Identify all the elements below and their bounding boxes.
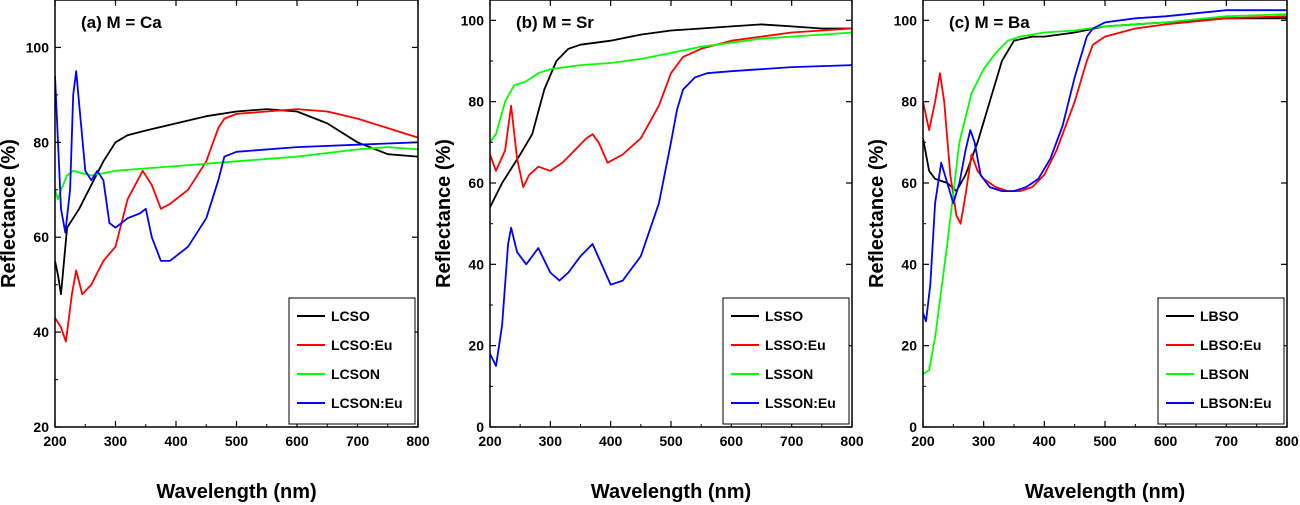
series-group [490, 23, 852, 367]
series-line-lcson-eu [55, 70, 418, 262]
x-axis-label: Wavelength (nm) [591, 481, 751, 503]
x-tick-label: 600 [720, 433, 744, 449]
series-line-lcso-eu [55, 108, 418, 343]
legend-label: LSSON [765, 366, 813, 382]
y-axis-label: Reflectance (%) [433, 139, 455, 288]
legend-label: LSSON:Eu [765, 395, 836, 411]
x-axis-label: Wavelength (nm) [156, 481, 316, 503]
series-group [55, 70, 418, 343]
x-tick-label: 400 [1033, 433, 1057, 449]
y-tick-label: 40 [468, 256, 484, 272]
x-tick-label: 500 [1093, 433, 1117, 449]
legend-label: LCSON [331, 366, 380, 382]
y-axis-label: Reflectance (%) [0, 139, 20, 288]
x-tick-label: 800 [406, 433, 430, 449]
y-tick-label: 40 [901, 256, 917, 272]
y-tick-label: 40 [33, 324, 49, 340]
legend: LSSO LSSO:Eu LSSON LSSON:Eu [722, 297, 850, 425]
y-tick-label: 100 [461, 12, 485, 28]
legend-label: LCSON:Eu [331, 395, 403, 411]
series-group [923, 9, 1287, 375]
y-tick-label: 100 [26, 39, 50, 55]
x-tick-label: 400 [599, 433, 623, 449]
legend-label: LBSON:Eu [1200, 395, 1272, 411]
y-tick-label: 20 [33, 419, 49, 435]
legend-label: LCSO:Eu [331, 337, 392, 353]
series-line-lsso [490, 23, 852, 208]
panel-b-sr: 200 300 400 500 600 700 800 0 20 40 60 80 100 Wavelen… [433, 0, 864, 503]
legend-label: LBSON [1200, 366, 1249, 382]
panel-a-ca: 200 300 400 500 600 700 800 20 40 60 80 100 Waveleng… [0, 0, 430, 503]
legend-label: LBSO:Eu [1200, 337, 1261, 353]
y-axis-label: Reflectance (%) [866, 139, 888, 288]
x-tick-label: 700 [780, 433, 804, 449]
y-tick-label: 60 [33, 229, 49, 245]
x-tick-label: 300 [539, 433, 563, 449]
x-tick-label: 700 [1215, 433, 1239, 449]
x-tick-label: 600 [1154, 433, 1178, 449]
series-line-lcso [55, 108, 418, 296]
x-tick-label: 500 [659, 433, 683, 449]
x-tick-label: 300 [972, 433, 996, 449]
x-tick-label: 600 [285, 433, 309, 449]
panel-title: (b) M = Sr [516, 13, 594, 32]
series-line-lsso-eu [490, 27, 852, 189]
x-tick-label: 700 [346, 433, 370, 449]
x-axis-label: Wavelength (nm) [1025, 481, 1185, 503]
x-tick-label: 200 [43, 433, 67, 449]
series-line-lsson [490, 31, 852, 143]
x-tick-label: 200 [911, 433, 935, 449]
series-line-lbson [923, 13, 1287, 375]
x-tick-label: 200 [478, 433, 502, 449]
y-tick-label: 80 [33, 134, 49, 150]
series-line-lbson-eu [923, 9, 1287, 323]
y-tick-label: 100 [894, 12, 918, 28]
y-tick-label: 80 [901, 94, 917, 110]
y-tick-label: 0 [476, 419, 484, 435]
y-tick-label: 20 [468, 338, 484, 354]
x-tick-label: 400 [164, 433, 188, 449]
series-line-lbso [923, 17, 1287, 193]
series-line-lcson [55, 146, 418, 201]
panel-title: (c) M = Ba [949, 13, 1030, 32]
panel-c-ba: 200 300 400 500 600 700 800 0 20 40 60 80 100 Wavelen… [866, 0, 1299, 503]
series-line-lbso-eu [923, 15, 1287, 225]
legend-label: LSSO [765, 308, 803, 324]
y-tick-label: 0 [909, 419, 917, 435]
panel-title: (a) M = Ca [81, 13, 162, 32]
legend-label: LSSO:Eu [765, 337, 826, 353]
x-tick-label: 800 [840, 433, 864, 449]
legend-label: LCSO [331, 308, 370, 324]
x-tick-label: 500 [225, 433, 249, 449]
y-tick-label: 60 [468, 175, 484, 191]
legend-label: LBSO [1200, 308, 1239, 324]
y-tick-label: 20 [901, 338, 917, 354]
x-tick-label: 800 [1275, 433, 1299, 449]
x-tick-label: 300 [104, 433, 128, 449]
legend: LCSO LCSO:Eu LCSON LCSON:Eu [288, 297, 416, 425]
legend: LBSO LBSO:Eu LBSON LBSON:Eu [1157, 297, 1285, 425]
y-tick-label: 60 [901, 175, 917, 191]
series-line-lsson-eu [490, 64, 852, 367]
y-tick-label: 80 [468, 94, 484, 110]
